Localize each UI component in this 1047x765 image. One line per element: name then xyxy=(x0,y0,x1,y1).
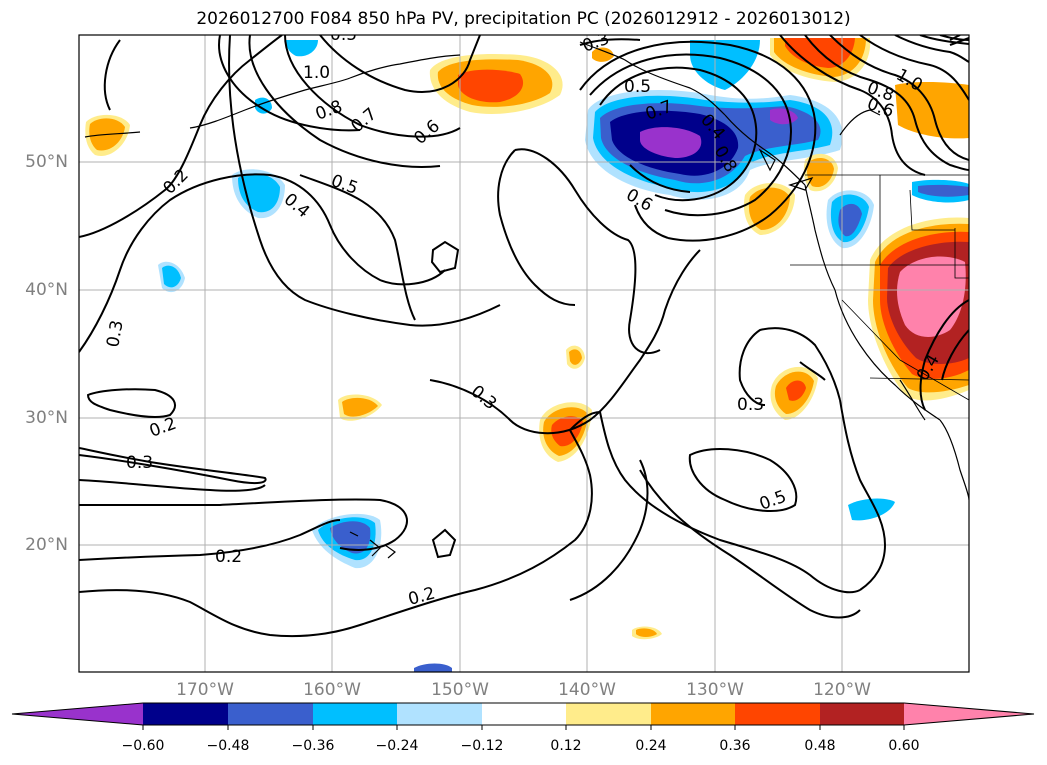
precip-positive-region xyxy=(592,47,614,62)
colorbar-segment xyxy=(143,703,228,725)
contour-label: 0.8 xyxy=(313,97,345,125)
contour-label: 0.5 xyxy=(328,171,360,199)
longitude-label: 120°W xyxy=(813,680,871,700)
colorbar-segment xyxy=(566,703,651,725)
map-gridlines xyxy=(79,35,969,672)
precip-positive-region xyxy=(807,157,834,188)
longitude-label: 160°W xyxy=(303,680,361,700)
precip-shading xyxy=(85,38,969,672)
precip-positive-region xyxy=(458,69,524,103)
map-title: 2026012700 F084 850 hPa PV, precipitatio… xyxy=(196,9,851,29)
latitude-label: 20°N xyxy=(25,535,68,555)
colorbar-tick-label: −0.48 xyxy=(206,738,250,754)
longitude-label: 130°W xyxy=(686,680,744,700)
contour-label: 0.3 xyxy=(737,395,764,415)
precip-negative-region xyxy=(286,40,318,57)
latitude-label: 40°N xyxy=(25,280,68,300)
contour-label: 0.5 xyxy=(330,25,357,45)
colorbar-tick-label: 0.48 xyxy=(804,738,836,754)
latitude-label: 50°N xyxy=(25,152,68,172)
precip-positive-region xyxy=(342,397,378,417)
precip-negative-region xyxy=(162,265,181,288)
contour-label: 0.3 xyxy=(103,319,127,349)
colorbar-tick-label: −0.24 xyxy=(375,738,419,754)
colorbar-tick-label: −0.12 xyxy=(460,738,504,754)
precip-negative-region xyxy=(838,203,862,237)
contour-label: 0.3 xyxy=(126,453,153,473)
contour-label: 0.2 xyxy=(159,165,192,198)
longitude-label: 150°W xyxy=(431,680,489,700)
precip-negative-region xyxy=(640,127,702,158)
latitude-label: 30°N xyxy=(25,408,68,428)
coastlines xyxy=(84,41,969,559)
contour-label: 0.3 xyxy=(467,382,501,415)
contour-label: 0.5 xyxy=(624,77,651,97)
colorbar-tick-label: 0.60 xyxy=(888,738,920,754)
contour-label: 0.7 xyxy=(347,104,381,137)
colorbar-tick-label: −0.36 xyxy=(291,738,335,754)
pv-contours xyxy=(79,35,969,638)
longitude-label: 170°W xyxy=(176,680,234,700)
contour-label: 1.0 xyxy=(303,63,330,83)
precip-positive-region xyxy=(748,187,790,230)
contour-label: 0.2 xyxy=(406,584,437,610)
precip-negative-region xyxy=(918,184,969,197)
colorbar-segment xyxy=(228,703,313,725)
colorbar-segment xyxy=(735,703,820,725)
colorbar-segment xyxy=(313,703,397,725)
colorbar-tick-label: 0.12 xyxy=(550,738,582,754)
colorbar-low-extension xyxy=(12,703,143,725)
precip-negative-region xyxy=(414,663,452,672)
colorbar-tick-label: −0.60 xyxy=(121,738,165,754)
precip-positive-region xyxy=(786,380,806,401)
precip-negative-region xyxy=(848,498,895,521)
colorbar-segment xyxy=(820,703,904,725)
colorbar-segment xyxy=(651,703,735,725)
colorbar-tick-label: 0.24 xyxy=(635,738,667,754)
colorbar-high-extension xyxy=(904,703,1034,725)
precip-negative-region xyxy=(690,40,760,90)
contour-label: 0.2 xyxy=(215,547,242,567)
borders xyxy=(790,174,969,401)
longitude-label: 140°W xyxy=(558,680,616,700)
map-frame xyxy=(78,34,970,673)
colorbar-segment xyxy=(397,703,482,725)
precip-positive-region xyxy=(569,349,582,365)
precip-positive-region xyxy=(636,628,657,637)
colorbar-tick-label: 0.36 xyxy=(719,738,751,754)
contour-label: 0.6 xyxy=(410,116,444,149)
colorbar-segment xyxy=(482,703,566,725)
colorbar xyxy=(11,702,1035,730)
